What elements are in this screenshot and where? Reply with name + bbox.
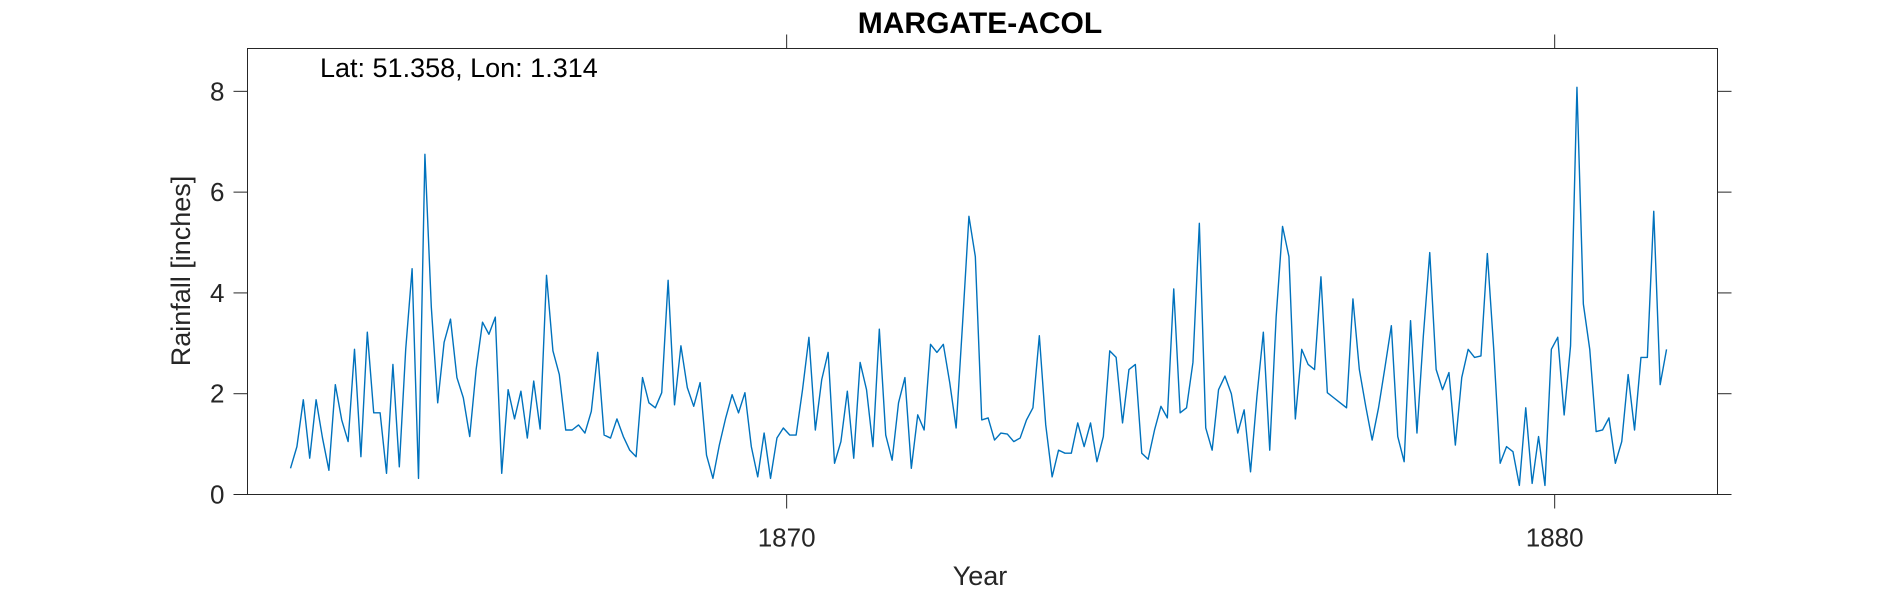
location-annotation: Lat: 51.358, Lon: 1.314 [320,53,598,83]
y-tick-label: 8 [210,76,224,106]
x-axis: 1870 1880 [758,34,1584,553]
plot-area [247,48,1718,495]
x-tick-label: 1870 [758,523,816,553]
y-axis-label: Rainfall [inches] [166,176,196,367]
chart-title: MARGATE-ACOL [858,7,1102,40]
y-tick-label: 6 [210,177,224,207]
y-axis: 0 2 4 6 8 [210,76,1732,510]
x-tick-label: 1880 [1526,523,1584,553]
y-tick-label: 0 [210,480,224,510]
y-tick-label: 4 [210,278,224,308]
x-axis-label: Year [953,561,1008,591]
y-tick-label: 2 [210,379,224,409]
series-layer [289,86,1668,487]
rainfall-series-line [289,86,1668,487]
plot-frame [247,48,1718,495]
